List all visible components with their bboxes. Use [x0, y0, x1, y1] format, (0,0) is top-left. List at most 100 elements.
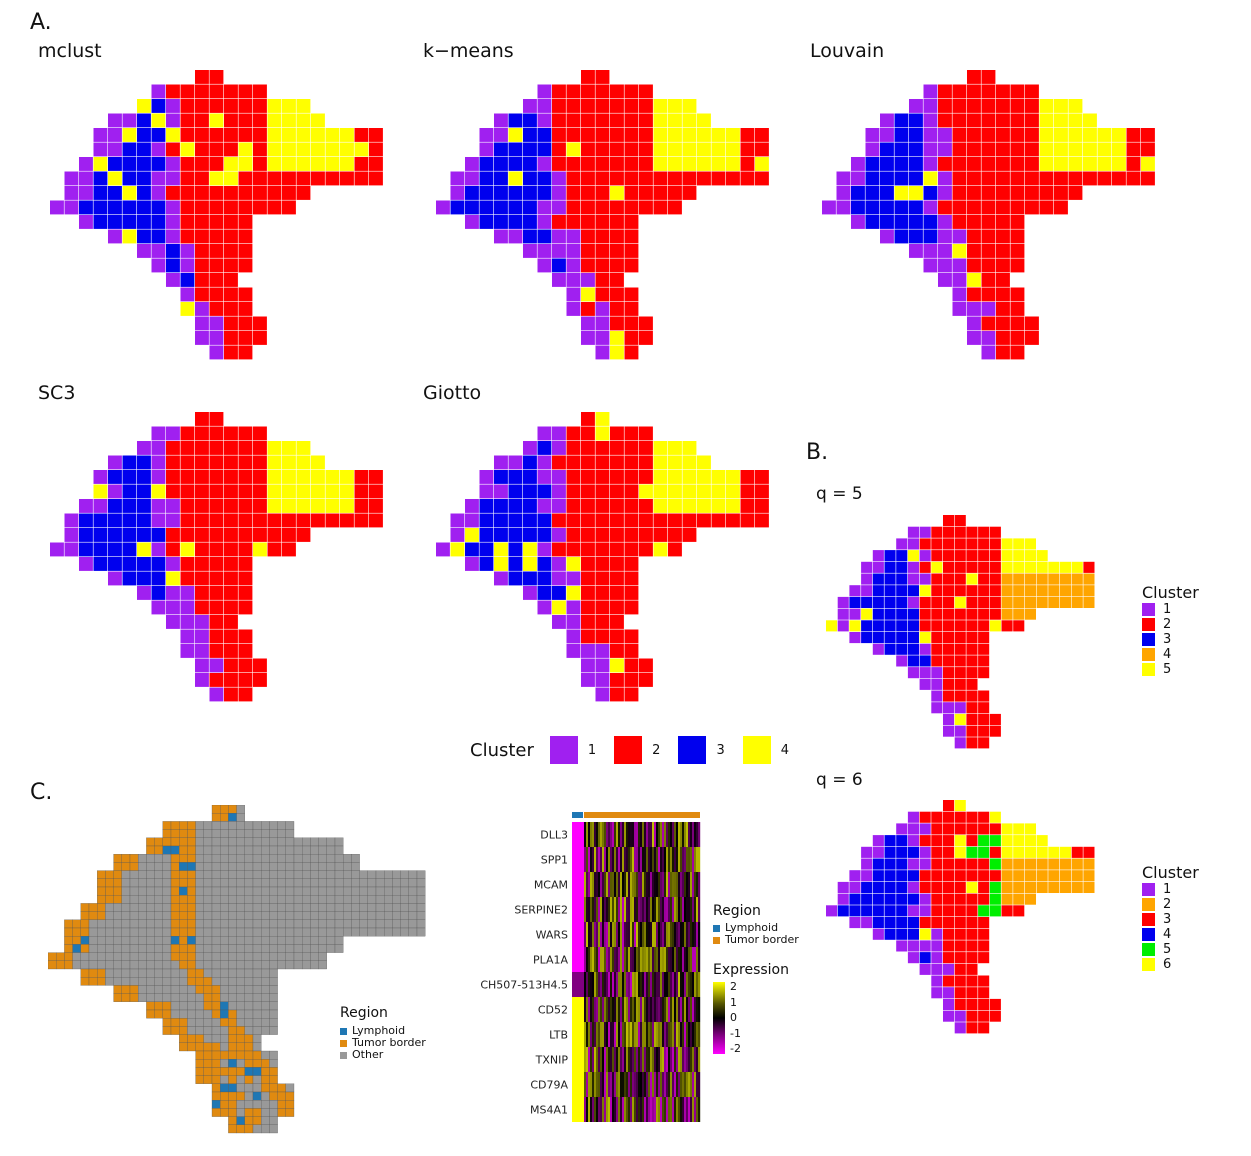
spot	[1010, 316, 1025, 331]
spot	[238, 528, 253, 542]
region-spot	[187, 845, 196, 855]
region-spot	[252, 936, 262, 945]
spot	[494, 528, 508, 542]
region-spot	[97, 895, 106, 904]
spot	[523, 244, 537, 258]
heatmap-cell	[638, 897, 641, 922]
region-spot	[269, 1075, 278, 1084]
region-spot	[179, 927, 188, 937]
heatmap-cell	[572, 947, 575, 972]
spot	[238, 426, 253, 441]
spot	[494, 484, 508, 499]
spot	[209, 345, 224, 360]
heatmap-cell	[644, 1072, 647, 1097]
region-spot	[154, 993, 163, 1002]
heatmap-cell	[656, 972, 659, 997]
heatmap-cell	[642, 922, 645, 947]
region-spot	[211, 993, 221, 1002]
region-spot	[236, 952, 245, 961]
spot	[195, 412, 209, 426]
spot	[624, 658, 639, 673]
region-spot	[113, 927, 122, 937]
spot	[267, 499, 282, 513]
spot	[907, 596, 919, 608]
heatmap-cell	[648, 1097, 651, 1122]
heatmap-cell	[576, 897, 579, 922]
spot	[896, 538, 908, 550]
region-spot	[170, 837, 180, 847]
region-spot	[121, 919, 131, 929]
spot	[595, 287, 610, 302]
spot	[595, 142, 610, 157]
region-spot	[236, 870, 245, 879]
spot	[610, 258, 624, 273]
spot	[907, 823, 919, 835]
spot	[166, 244, 180, 258]
spot	[872, 643, 884, 655]
spot	[1054, 157, 1068, 171]
region-spot	[343, 895, 352, 904]
heatmap-cell	[694, 922, 697, 947]
spot	[166, 142, 180, 157]
spot	[740, 157, 755, 171]
q5-legend-swatch-3	[1142, 633, 1155, 646]
spot	[682, 499, 697, 513]
heatmap-cell	[652, 822, 655, 847]
spot	[595, 499, 610, 513]
spot	[93, 470, 108, 484]
spot	[1010, 84, 1025, 99]
spot	[1013, 538, 1025, 550]
heatmap-cell	[602, 1047, 605, 1072]
heatmap-cell	[646, 1097, 649, 1122]
region-spot	[88, 968, 98, 978]
region-spot	[88, 936, 98, 945]
heatmap-cell	[596, 972, 599, 997]
heatmap-cell	[654, 947, 657, 972]
region-spot	[367, 927, 377, 937]
region-spot	[416, 886, 426, 896]
region-spot	[302, 854, 311, 863]
spot	[523, 484, 537, 499]
spot	[967, 273, 981, 287]
heatmap-cell	[620, 847, 623, 872]
gene-label: TXNIP	[535, 1054, 569, 1067]
spot	[1010, 128, 1025, 142]
region-spot	[367, 903, 377, 912]
heatmap-cell	[578, 947, 581, 972]
spot	[253, 186, 267, 200]
spot	[653, 470, 668, 484]
spot	[1013, 905, 1025, 917]
region-spot	[220, 854, 229, 863]
region-spot	[367, 895, 377, 904]
region-spot	[80, 968, 90, 978]
heatmap-cell	[652, 1097, 655, 1122]
region-spot	[80, 927, 90, 937]
heatmap-cell	[666, 847, 669, 872]
q5-legend-item-1: 1	[1142, 602, 1199, 617]
spot	[224, 113, 238, 128]
spot	[581, 70, 595, 84]
spot	[954, 963, 966, 975]
spot	[209, 215, 224, 229]
region-spot	[269, 1124, 278, 1134]
heatmap-cell	[608, 1022, 611, 1047]
region-spot	[220, 1026, 229, 1035]
region-spot	[203, 821, 213, 830]
region-spot	[293, 936, 303, 945]
region-spot	[129, 927, 139, 937]
spot	[610, 470, 624, 484]
region-spot	[220, 968, 229, 978]
region-spot	[211, 854, 221, 863]
spot	[537, 128, 552, 142]
spot	[931, 526, 943, 538]
spot	[122, 171, 137, 186]
spot	[861, 881, 873, 893]
q5-legend-label-2: 2	[1163, 617, 1172, 632]
heatmap-cell	[676, 897, 679, 922]
region-spot	[211, 919, 221, 929]
spot	[697, 513, 711, 528]
heatmap-cell	[584, 1047, 587, 1072]
spot	[195, 484, 209, 499]
spot	[909, 229, 923, 244]
spot	[1024, 538, 1036, 550]
